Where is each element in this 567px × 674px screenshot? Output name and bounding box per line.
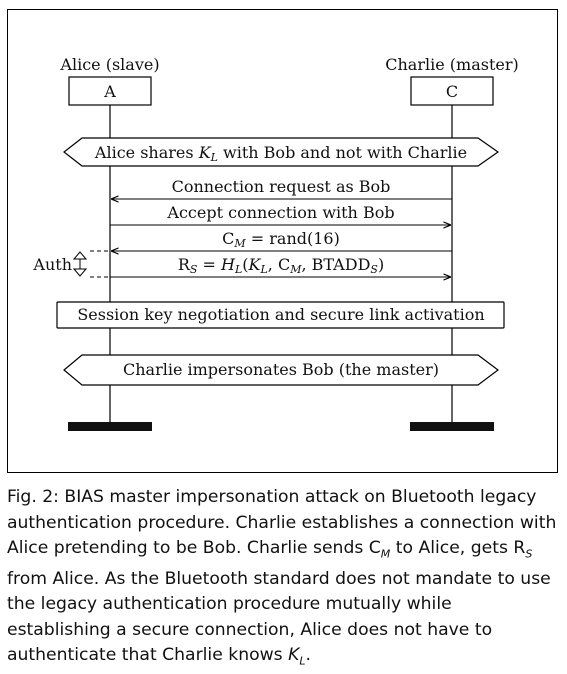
alice-box-label: A: [103, 82, 116, 101]
figure-caption: Fig. 2: BIAS master impersonation attack…: [7, 485, 560, 674]
accept-label: Accept connection with Bob: [166, 203, 394, 222]
sequence-diagram: Alice (slave) Charlie (master) A C Alice…: [0, 0, 567, 480]
impersonates-text: Charlie impersonates Bob (the master): [123, 360, 439, 379]
auth-down-arrow-icon: [74, 269, 86, 276]
alice-end-bar: [68, 422, 152, 431]
auth-label: Auth: [32, 255, 72, 274]
alice-title: Alice (slave): [59, 55, 159, 74]
shares-key-text: Alice shares KL with Bob and not with Ch…: [94, 143, 467, 164]
conn-request-label: Connection request as Bob: [172, 177, 391, 196]
auth-up-arrow-icon: [74, 252, 86, 259]
charlie-box-label: C: [446, 82, 458, 101]
session-text: Session key negotiation and secure link …: [77, 305, 484, 324]
charlie-end-bar: [410, 422, 494, 431]
charlie-title: Charlie (master): [385, 55, 518, 74]
cm-label: CM = rand(16): [222, 229, 340, 250]
rs-label: RS = HL(KL, CM, BTADDS): [178, 255, 384, 276]
